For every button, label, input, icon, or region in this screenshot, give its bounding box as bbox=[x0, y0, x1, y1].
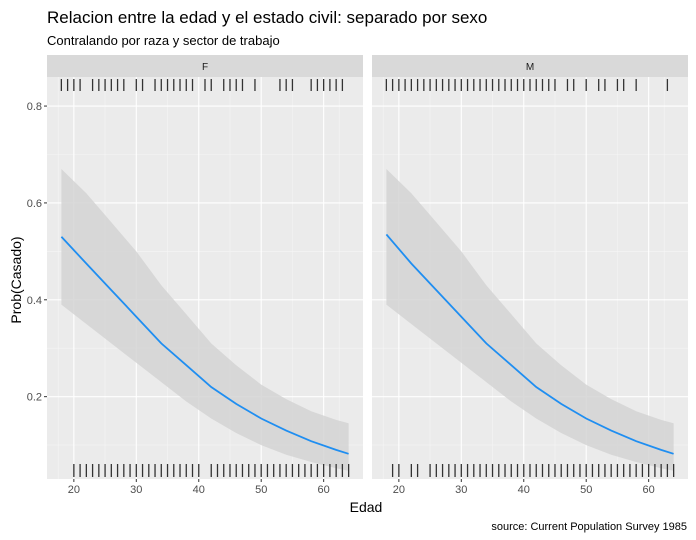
fitted-line bbox=[385, 233, 674, 455]
panel-M: M 20 30 40 50 60 bbox=[372, 55, 688, 496]
x-tick-label: 30 bbox=[130, 484, 142, 496]
confidence-ribbon bbox=[386, 169, 674, 471]
x-tick-label: 40 bbox=[193, 484, 205, 496]
x-tick-label: 50 bbox=[580, 484, 592, 496]
facet-label: F bbox=[202, 62, 208, 73]
x-tick-label: 60 bbox=[318, 484, 330, 496]
x-tick-label: 50 bbox=[255, 484, 267, 496]
y-tick-label: 0.8 bbox=[27, 101, 42, 113]
x-tick-label: 20 bbox=[68, 484, 80, 496]
y-tick-label: 0.6 bbox=[27, 198, 42, 210]
facet-strip bbox=[47, 55, 363, 77]
x-tick-label: 20 bbox=[393, 484, 405, 496]
x-tick-label: 40 bbox=[518, 484, 530, 496]
y-tick-label: 0.2 bbox=[27, 392, 42, 404]
facet-strip bbox=[372, 55, 688, 77]
panel-F: F 20 30 40 50 60 bbox=[47, 55, 363, 496]
chart-title: Relacion entre la edad y el estado civil… bbox=[47, 8, 487, 27]
fitted-line bbox=[60, 236, 349, 455]
x-tick-label: 60 bbox=[643, 484, 655, 496]
y-axis-title: Prob(Casado) bbox=[8, 236, 24, 323]
facet-panels: F 20 30 40 50 60 M 20 30 40 50 60 bbox=[47, 55, 688, 496]
y-axis: 0.2 0.4 0.6 0.8 bbox=[27, 101, 47, 404]
confidence-ribbon bbox=[61, 169, 349, 471]
x-tick-label: 30 bbox=[455, 484, 467, 496]
facet-label: M bbox=[526, 62, 534, 73]
x-axis-title: Edad bbox=[350, 499, 383, 515]
y-tick-label: 0.4 bbox=[27, 295, 42, 307]
chart-subtitle: Contralando por raza y sector de trabajo bbox=[47, 33, 280, 48]
chart-caption: source: Current Population Survey 1985 bbox=[491, 521, 687, 533]
